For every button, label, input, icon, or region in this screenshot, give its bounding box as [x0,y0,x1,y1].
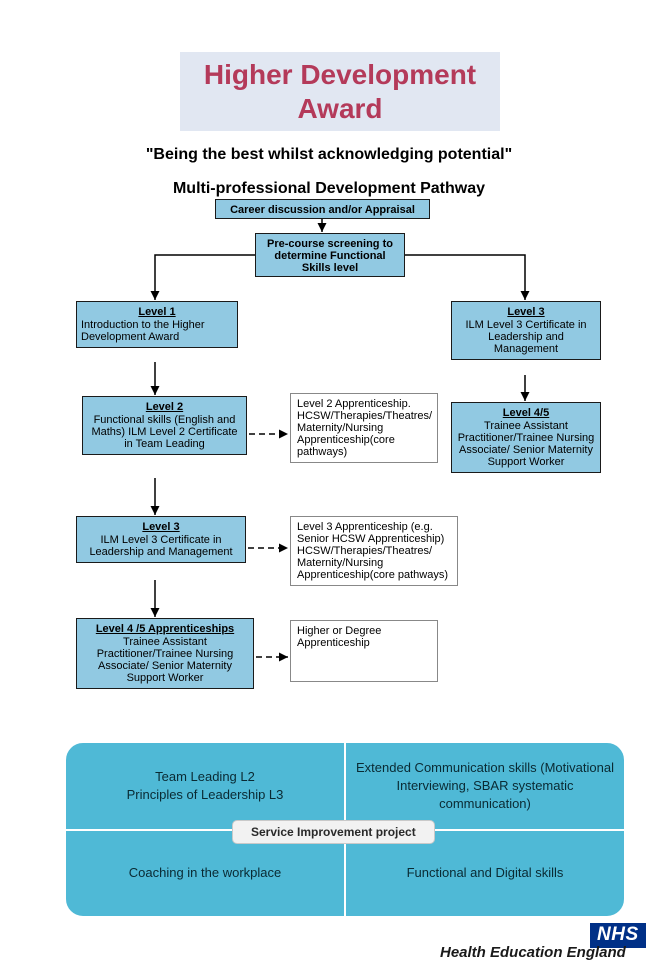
page: Higher Development Award "Being the best… [0,0,658,950]
cell-extended-text: Extended Communication skills (Motivatio… [354,759,616,812]
connectors [0,0,658,740]
cell-coaching-text: Coaching in the workplace [129,864,281,882]
cell-functional-text: Functional and Digital skills [407,864,564,882]
logo-text: Health Education England [440,944,626,961]
cell-team-leading-text: Team Leading L2 Principles of Leadership… [127,768,284,803]
cell-extended-communication: Extended Communication skills (Motivatio… [345,742,625,830]
service-improvement-pill: Service Improvement project [232,820,435,844]
cell-team-leading: Team Leading L2 Principles of Leadership… [65,742,345,830]
